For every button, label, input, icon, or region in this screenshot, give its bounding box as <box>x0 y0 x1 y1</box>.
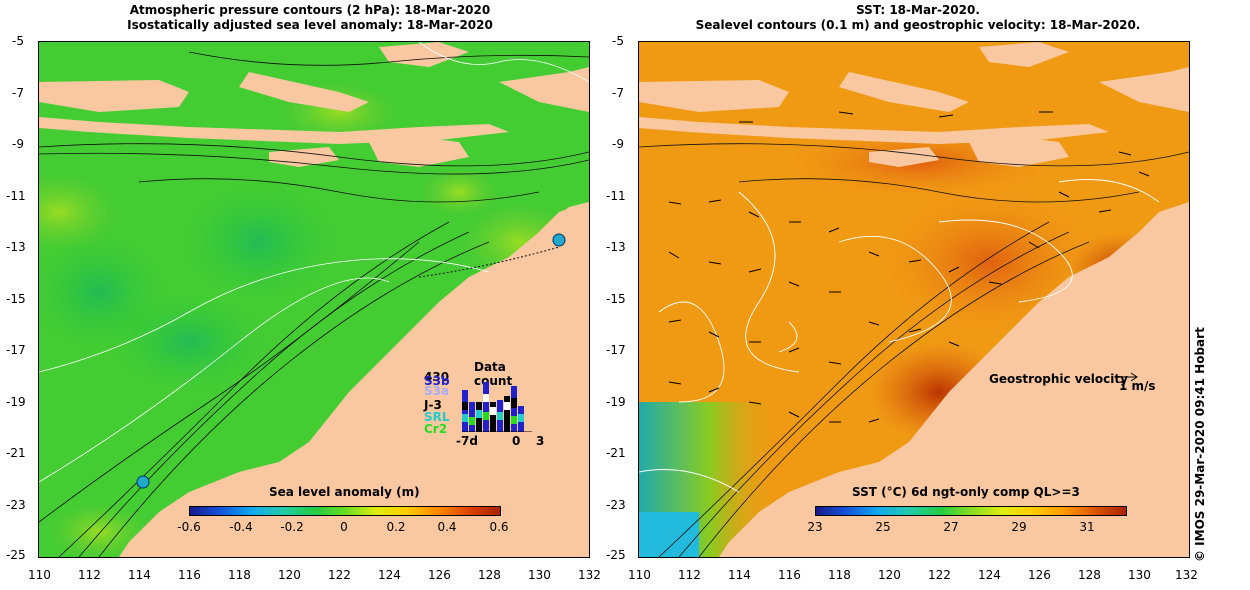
left-x-tick: 114 <box>128 568 151 582</box>
sst-tick-25: 25 <box>875 520 891 534</box>
right-y-tick: -21 <box>606 446 626 460</box>
right-x-tick: 122 <box>928 568 951 582</box>
sst-colorbar-label: SST (°C) 6d ngt-only comp QL>=3 <box>852 485 1080 499</box>
sla-tick-2: -0.4 <box>229 520 253 534</box>
sst-tick-31: 31 <box>1079 520 1095 534</box>
left-x-tick: 122 <box>328 568 351 582</box>
right-x-tick: 128 <box>1078 568 1101 582</box>
right-title-line2: Sealevel contours (0.1 m) and geostrophi… <box>695 18 1141 32</box>
left-title-line1: Atmospheric pressure contours (2 hPa): 1… <box>129 3 491 17</box>
right-x-tick: 126 <box>1028 568 1051 582</box>
right-x-tick: 116 <box>778 568 801 582</box>
left-y-tick: -5 <box>12 34 24 48</box>
left-y-tick: -23 <box>6 498 26 512</box>
right-y-tick: -15 <box>606 292 626 306</box>
left-x-tick: 110 <box>28 568 51 582</box>
sst-colorbar <box>815 506 1127 516</box>
left-x-tick: 132 <box>578 568 601 582</box>
right-y-tick: -17 <box>606 343 626 357</box>
sla-tick-4: 0 <box>340 520 348 534</box>
right-y-tick: -9 <box>612 137 624 151</box>
series-label-s3a: S3a <box>424 384 450 398</box>
sst-tick-27: 27 <box>943 520 959 534</box>
right-x-tick: 124 <box>978 568 1001 582</box>
sla-tick-1: -0.6 <box>177 520 201 534</box>
sla-tick-3: -0.2 <box>280 520 304 534</box>
right-x-tick: 114 <box>728 568 751 582</box>
left-y-tick: -21 <box>6 446 26 460</box>
right-y-tick: -5 <box>612 34 624 48</box>
left-y-tick: -9 <box>12 137 24 151</box>
left-x-tick: 126 <box>428 568 451 582</box>
left-y-tick: -25 <box>6 548 26 562</box>
series-label-srl: SRL <box>424 410 450 424</box>
sst-map-graphic <box>639 42 1189 557</box>
right-x-tick: 112 <box>678 568 701 582</box>
sla-tick-6: 0.4 <box>437 520 457 534</box>
data-count-axis-start: -7d <box>456 434 478 448</box>
sla-tick-7: 0.6 <box>489 520 509 534</box>
data-count-legend: Data count 430 S3b S3a J-3 SRL Cr2 -7d 0… <box>424 360 544 460</box>
sla-map-graphic <box>39 42 589 557</box>
velocity-scale-arrow-icon <box>1118 372 1138 382</box>
left-y-tick: -17 <box>6 343 26 357</box>
right-x-tick: 130 <box>1128 568 1151 582</box>
left-y-tick: -11 <box>6 189 26 203</box>
left-y-tick: -19 <box>6 395 26 409</box>
right-y-tick: -25 <box>606 548 626 562</box>
left-x-tick: 118 <box>228 568 251 582</box>
series-label-430: 430 <box>424 370 450 384</box>
right-title-line1: SST: 18-Mar-2020. <box>856 3 980 17</box>
imos-credit: © IMOS 29-Mar-2020 09:41 Hobart <box>1193 327 1207 562</box>
right-map[interactable]: Geostrophic velocity 1 m/s SST (°C) 6d n… <box>638 41 1190 558</box>
right-y-tick: -19 <box>606 395 626 409</box>
right-x-tick: 110 <box>628 568 651 582</box>
left-y-tick: -7 <box>12 86 24 100</box>
left-x-tick: 116 <box>178 568 201 582</box>
left-x-tick: 120 <box>278 568 301 582</box>
right-y-tick: -11 <box>606 189 626 203</box>
left-y-tick: -15 <box>6 292 26 306</box>
left-x-tick: 112 <box>78 568 101 582</box>
data-count-axis-end: 3 <box>536 434 545 448</box>
right-x-tick: 132 <box>1175 568 1198 582</box>
velocity-label: Geostrophic velocity <box>989 372 1128 386</box>
series-label-cr2: Cr2 <box>424 422 448 436</box>
right-y-tick: -7 <box>612 86 624 100</box>
left-title-line2: Isostatically adjusted sea level anomaly… <box>127 18 493 32</box>
velocity-arrows <box>668 111 1150 423</box>
data-count-axis-zero: 0 <box>512 434 521 448</box>
velocity-scale-label: 1 m/s <box>1119 379 1156 393</box>
sst-tick-29: 29 <box>1011 520 1027 534</box>
left-x-tick: 124 <box>378 568 401 582</box>
series-label-s3b: S3b <box>424 374 450 388</box>
right-x-tick: 118 <box>828 568 851 582</box>
right-y-tick: -13 <box>606 240 626 254</box>
left-x-tick: 128 <box>478 568 501 582</box>
sla-colorbar <box>189 506 501 516</box>
sla-tick-5: 0.2 <box>386 520 406 534</box>
left-x-tick: 130 <box>528 568 551 582</box>
left-map[interactable]: Data count 430 S3b S3a J-3 SRL Cr2 -7d 0… <box>38 41 590 558</box>
sst-tick-23: 23 <box>807 520 823 534</box>
sla-colorbar-label: Sea level anomaly (m) <box>269 485 420 499</box>
left-y-tick: -13 <box>6 240 26 254</box>
right-y-tick: -23 <box>606 498 626 512</box>
right-x-tick: 120 <box>878 568 901 582</box>
data-count-bars <box>462 382 532 432</box>
series-label-j3: J-3 <box>424 398 442 412</box>
